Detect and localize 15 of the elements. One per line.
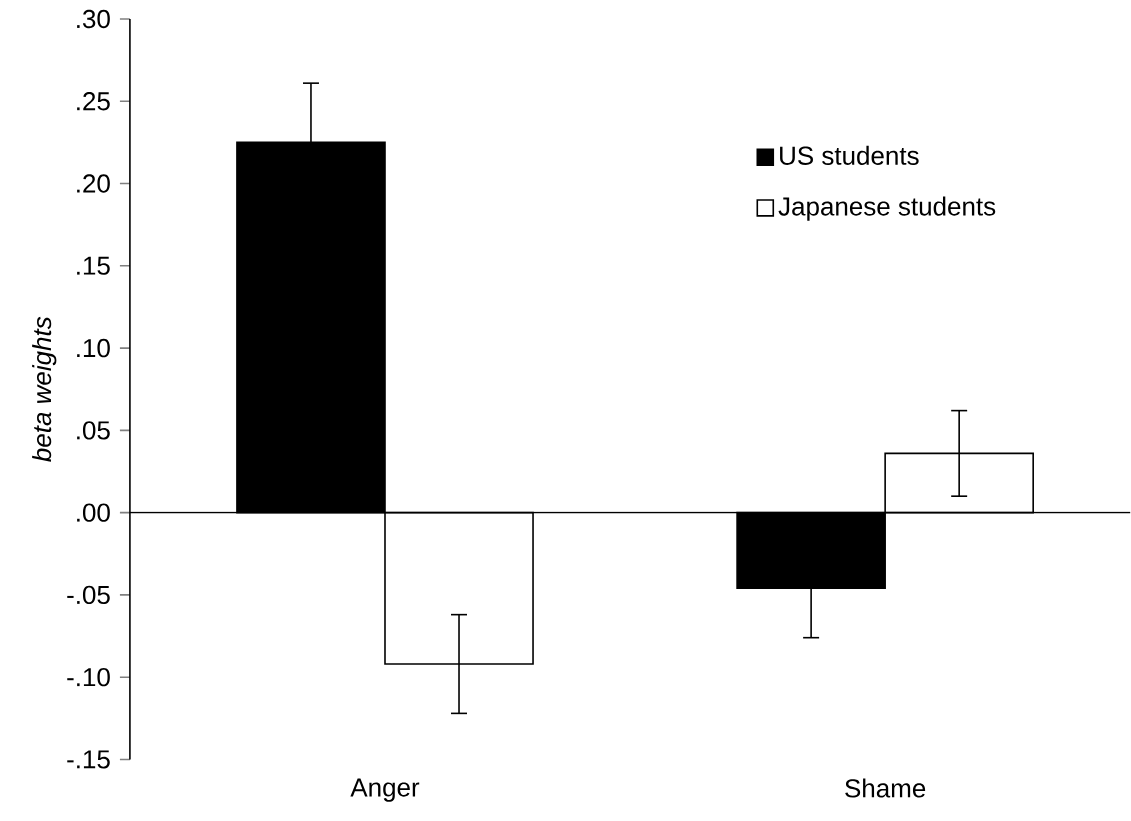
y-tick-label: .10 — [77, 338, 110, 358]
legend-label: Japanese students — [778, 196, 996, 221]
y-tick-label: -.15 — [67, 750, 110, 769]
y-tick-label: .25 — [77, 91, 110, 111]
y-axis-title: beta weights — [32, 316, 57, 462]
y-tick-label: .00 — [77, 503, 110, 522]
x-tick-label: Anger — [350, 778, 420, 802]
y-tick-label: .30 — [77, 9, 110, 28]
y-tick-label: -.05 — [67, 585, 110, 604]
y-tick-label: .05 — [77, 420, 110, 440]
y-tick-label: .15 — [77, 256, 110, 275]
y-tick-label: -.10 — [67, 667, 110, 687]
y-tick-label: .20 — [77, 174, 110, 193]
x-tick-label: Shame — [845, 778, 926, 798]
legend-label: US students — [780, 145, 919, 165]
